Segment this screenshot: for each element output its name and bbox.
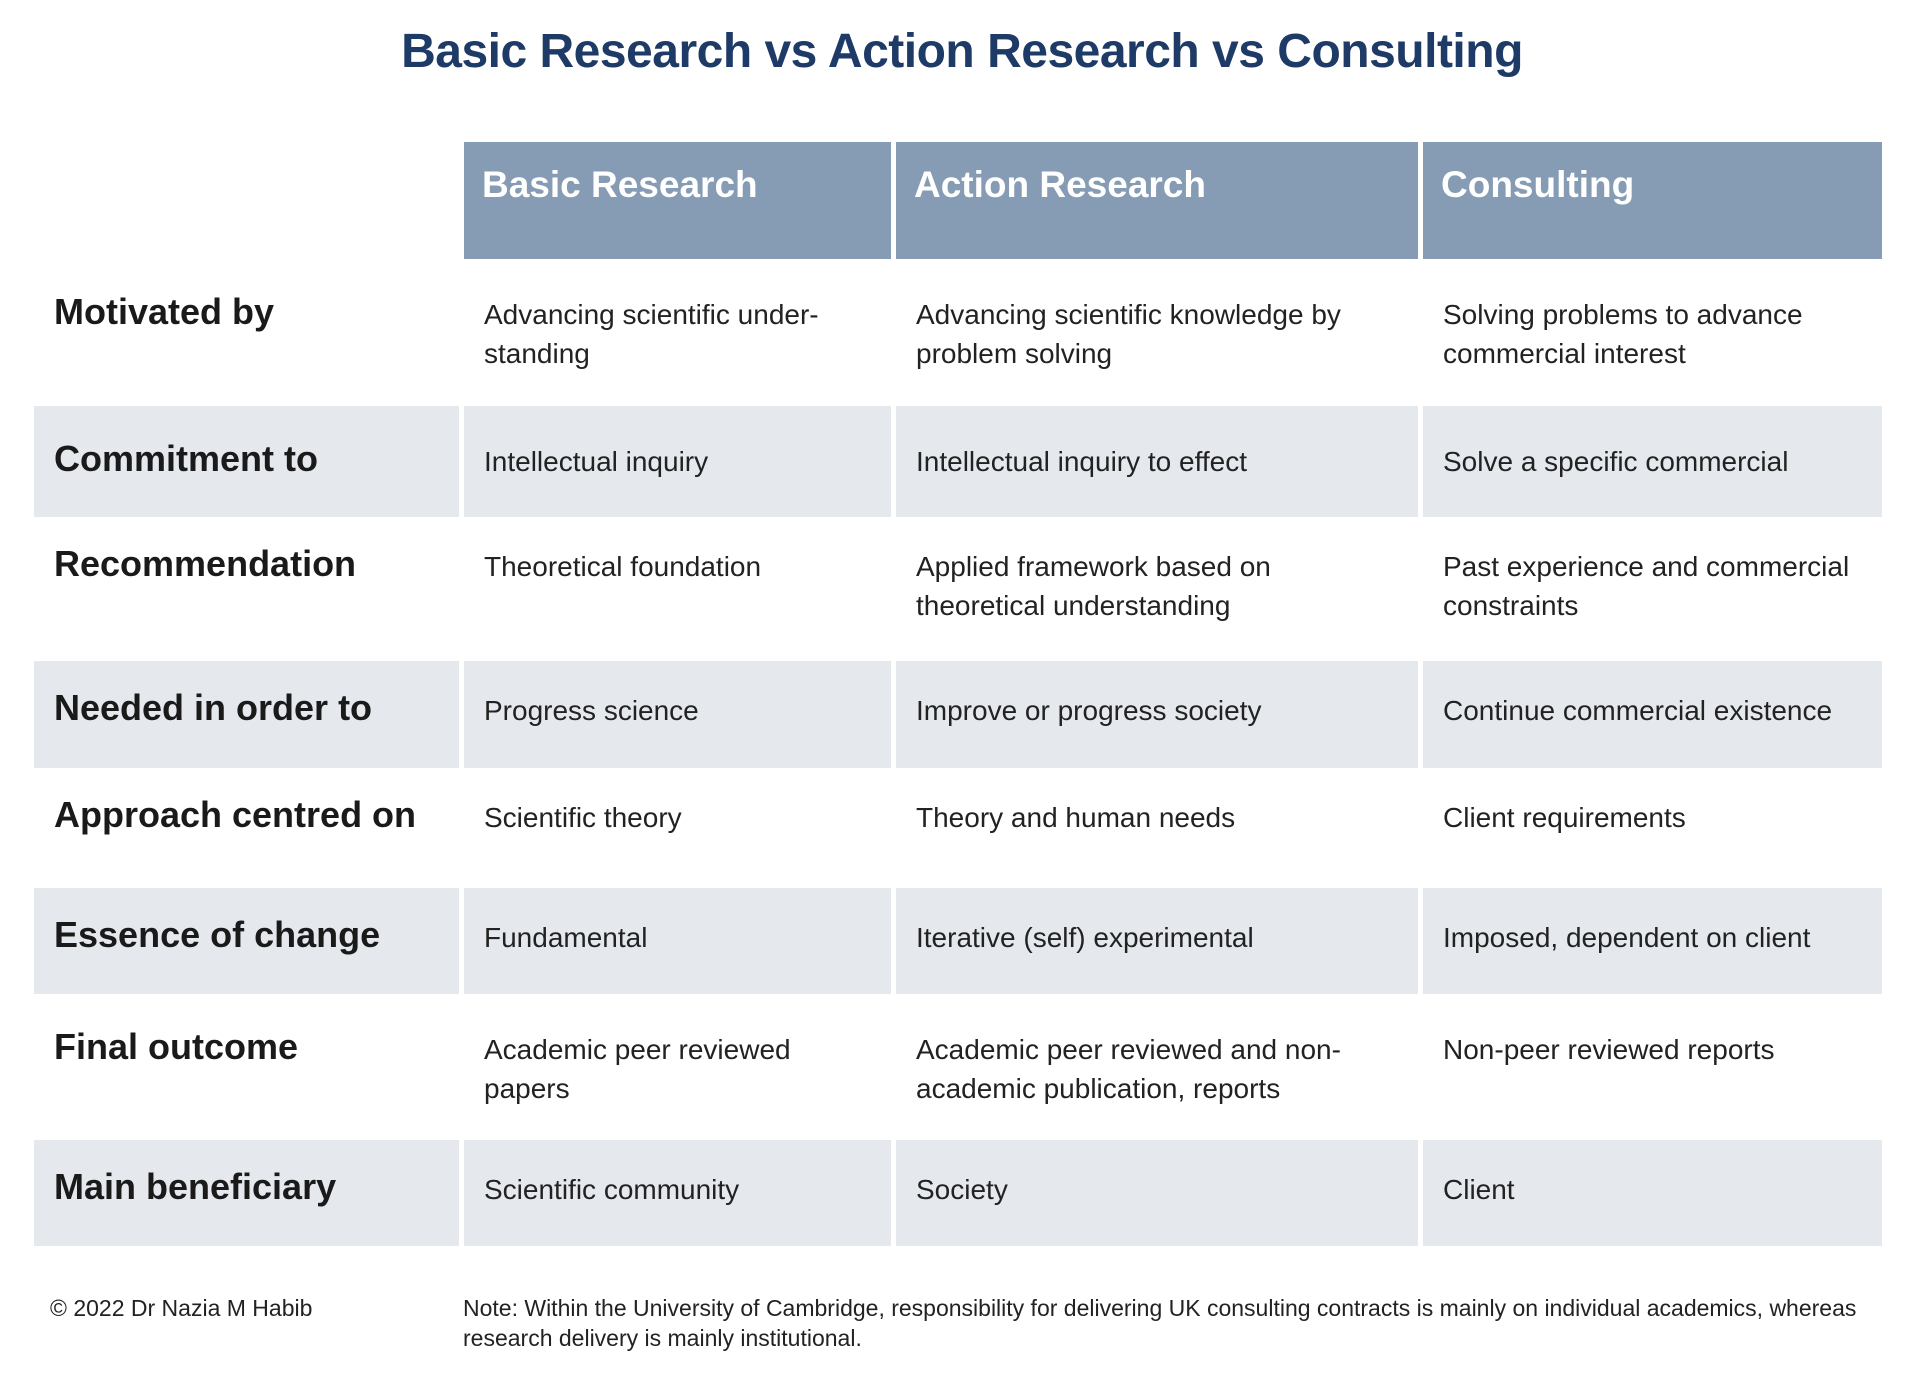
table-cell: Iterative (self) experimental (896, 888, 1418, 994)
copyright: © 2022 Dr Nazia M Habib (50, 1295, 313, 1321)
table-cell: Academic peer reviewed and non-academic … (916, 1034, 1341, 1104)
row-label: Main beneficiary (34, 1140, 459, 1246)
table-cell: Solving problems to advance commercial i… (1443, 299, 1803, 369)
table-cell: Solve a specific commercial (1423, 406, 1882, 517)
table-cell: Applied framework based on theoretical u… (916, 551, 1271, 621)
table-cell: Scientific community (464, 1140, 891, 1246)
table-cell: Fundamental (464, 888, 891, 994)
table-cell: Intellectual inquiry to effect (896, 406, 1418, 517)
table-cell: Advancing scientific under-standing (484, 299, 819, 369)
column-header: Consulting (1423, 142, 1882, 259)
table-cell: Client requirements (1443, 802, 1686, 833)
row-label: Motivated by (54, 291, 275, 332)
table-cell: Improve or progress society (896, 661, 1418, 768)
table-cell: Theoretical foundation (484, 551, 762, 582)
table-cell: Theory and human needs (916, 802, 1236, 833)
table-cell: Continue commercial existence (1423, 661, 1882, 768)
row-label: Recommendation (54, 543, 357, 584)
table-cell: Advancing scientific knowledge by proble… (916, 299, 1341, 369)
table-cell: Progress science (464, 661, 891, 768)
column-header: Basic Research (464, 142, 891, 259)
table-cell: Intellectual inquiry (464, 406, 891, 517)
row-label: Final outcome (54, 1026, 299, 1067)
table-cell: Academic peer reviewed papers (484, 1034, 791, 1104)
table-cell: Past experience and commercial constrain… (1443, 551, 1850, 621)
table-cell: Client (1423, 1140, 1882, 1246)
table-cell: Society (896, 1140, 1418, 1246)
row-label: Commitment to (34, 406, 459, 517)
row-label: Needed in order to (34, 661, 459, 768)
footnote: Note: Within the University of Cambridge… (463, 1295, 1857, 1351)
page-title: Basic Research vs Action Research vs Con… (401, 25, 1523, 78)
table-cell: Scientific theory (484, 802, 682, 833)
row-label: Approach centred on (54, 794, 417, 835)
table-cell: Imposed, dependent on client (1423, 888, 1882, 994)
column-header: Action Research (896, 142, 1418, 259)
row-label: Essence of change (34, 888, 459, 994)
table-cell: Non-peer reviewed reports (1443, 1034, 1775, 1065)
